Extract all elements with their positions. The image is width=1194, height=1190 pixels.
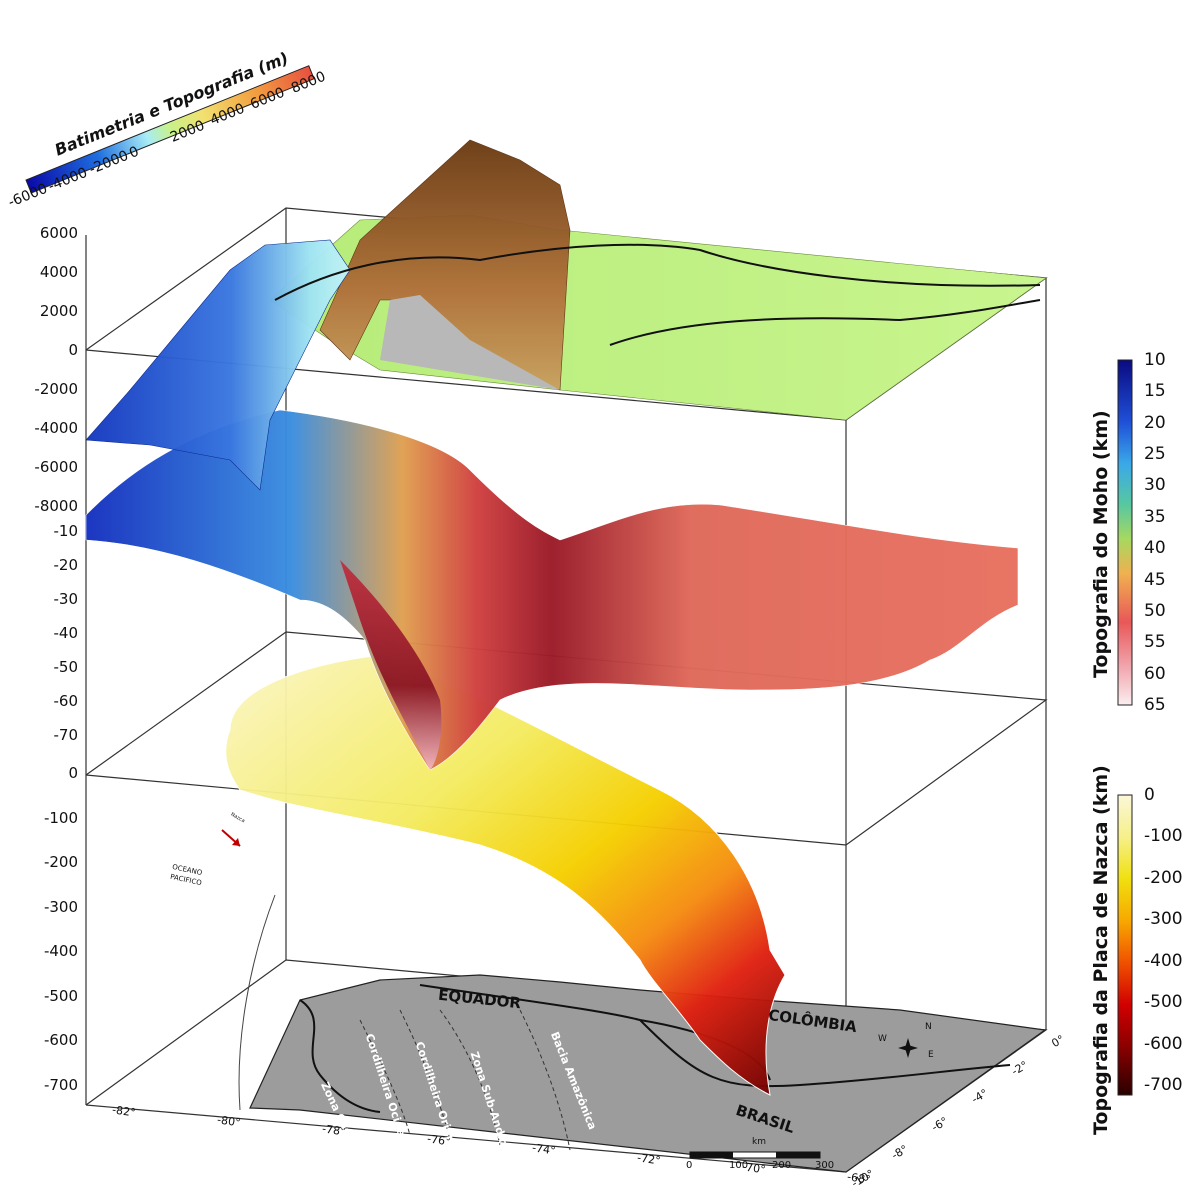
z-tick-topography: 2000: [39, 302, 78, 320]
z-tick-moho: -10: [53, 522, 79, 540]
moho-tick: 45: [1144, 569, 1166, 590]
border-line: [274, 243, 1041, 301]
z-tick-nazca: -100: [43, 808, 78, 827]
z-tick-nazca: -700: [43, 1075, 78, 1094]
bathymetry-colorbar: [25, 65, 315, 194]
scale-tick: 0: [686, 1160, 693, 1171]
z-tick-moho: -40: [53, 624, 79, 642]
z-tick-topography: 4000: [39, 263, 78, 281]
scale-tick: 100: [729, 1160, 749, 1171]
nazca-colorbar-title: Topografia da Placa de Nazca (km): [1090, 765, 1112, 1135]
z-tick-moho: -60: [53, 692, 79, 710]
scale-unit: km: [752, 1137, 766, 1147]
moho-tick: 10: [1144, 350, 1166, 370]
nazca-tick: -200: [1144, 867, 1183, 888]
moho-tick: 20: [1144, 412, 1166, 433]
z-tick-nazca: -200: [43, 853, 78, 871]
nazca-tick: 0: [1144, 785, 1155, 805]
moho-tick: 65: [1144, 695, 1166, 715]
z-tick-topography: -6000: [34, 458, 78, 476]
moho-colorbar: [1117, 359, 1133, 706]
z-tick-topography: 6000: [39, 224, 78, 242]
moho-tick: 55: [1144, 632, 1166, 653]
moho-tick: 40: [1144, 538, 1166, 559]
z-tick-nazca: -400: [43, 942, 78, 960]
moho-tick: 60: [1144, 663, 1166, 684]
z-tick-nazca: -600: [43, 1031, 78, 1049]
moho-tick: 50: [1144, 600, 1166, 621]
nazca-tick: -400: [1144, 950, 1183, 971]
compass-n: N: [925, 1022, 932, 1032]
z-tick-moho: -30: [53, 590, 79, 608]
nazca-tick: -700: [1144, 1075, 1183, 1095]
z-tick-topography: -2000: [34, 380, 78, 398]
nazca-tick: -600: [1144, 1033, 1183, 1054]
compass-e: E: [928, 1050, 934, 1060]
moho-surface: [85, 409, 1019, 771]
nazca-tick: -100: [1144, 826, 1183, 847]
compass-rose-icon: [898, 1038, 918, 1058]
z-tick-topography: -8000: [34, 497, 78, 515]
z-tick-nazca: -300: [43, 897, 78, 916]
z-tick-nazca: -500: [43, 986, 78, 1005]
z-tick-moho: -70: [53, 726, 79, 744]
compass-w: W: [878, 1034, 887, 1044]
moho-tick: 35: [1144, 506, 1166, 527]
z-tick-nazca: 0: [68, 764, 78, 782]
moho-tick: 15: [1144, 381, 1166, 402]
moho-tick: 30: [1144, 475, 1166, 496]
moho-tick: 25: [1144, 444, 1166, 465]
z-tick-moho: -20: [53, 556, 79, 574]
nazca-colorbar: [1117, 794, 1133, 1096]
z-tick-topography: -4000: [34, 419, 78, 437]
scale-tick: 200: [772, 1160, 792, 1171]
topography-surface: [85, 139, 1047, 491]
z-tick-moho: -50: [53, 658, 79, 676]
nazca-tick: -500: [1144, 992, 1183, 1013]
z-tick-topography: 0: [68, 341, 78, 359]
scale-tick: 300: [815, 1160, 835, 1171]
nazca-tick: -300: [1144, 909, 1183, 930]
moho-colorbar-title: Topografia do Moho (km): [1090, 410, 1112, 678]
scale-bar: [689, 1151, 821, 1159]
